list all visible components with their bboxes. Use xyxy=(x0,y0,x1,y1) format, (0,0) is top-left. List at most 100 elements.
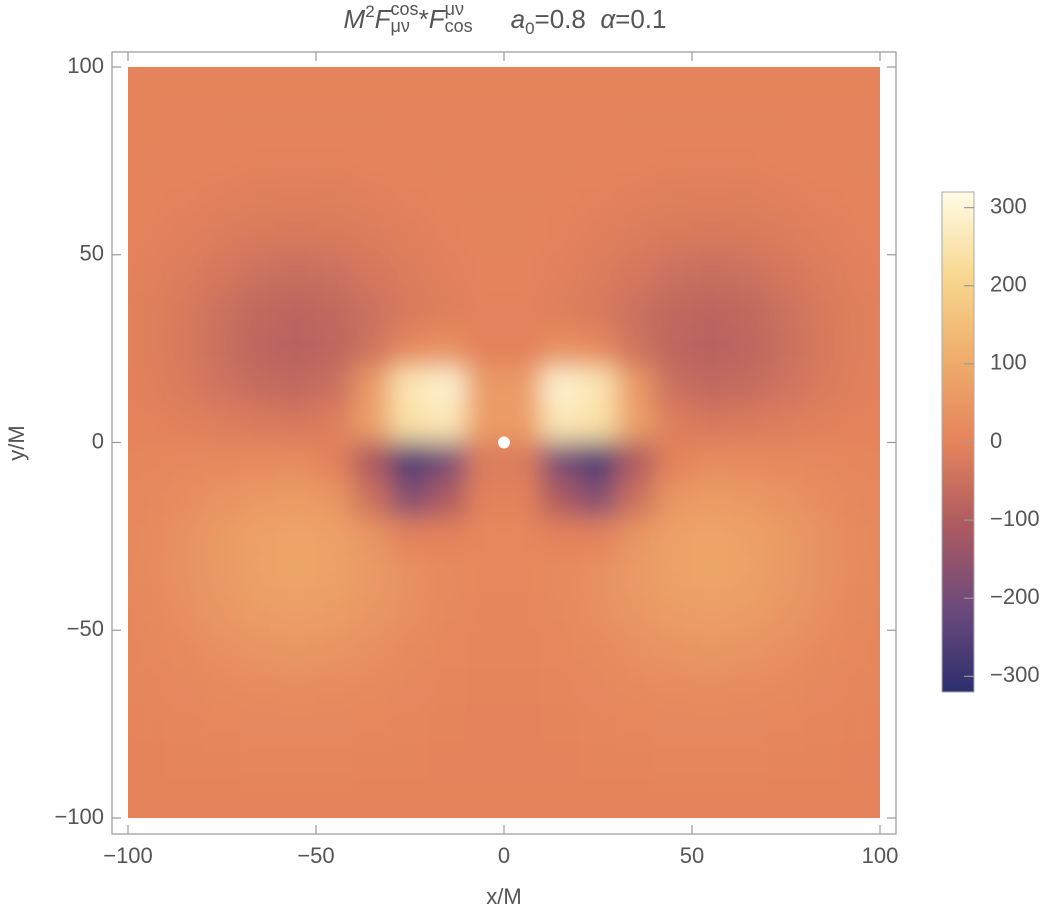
density-cell xyxy=(277,629,317,669)
title-sub: 0 xyxy=(525,19,535,38)
density-cell xyxy=(202,704,242,744)
density-cell xyxy=(165,404,204,443)
colorbar-tick-label: 0 xyxy=(990,428,1002,453)
density-cell xyxy=(240,704,279,744)
density-cell xyxy=(653,517,693,556)
density-cell xyxy=(616,554,655,594)
density-cell xyxy=(165,291,204,331)
density-cell xyxy=(616,291,655,331)
density-cell xyxy=(729,254,768,293)
density-cell xyxy=(390,141,430,181)
density-cell xyxy=(503,291,543,331)
density-cell xyxy=(804,404,843,443)
density-cell xyxy=(503,216,543,256)
density-cell xyxy=(578,779,618,818)
density-cell xyxy=(353,667,392,706)
density-cell xyxy=(128,592,167,631)
chart-title: M2F cos μν *F μν cos a0=0.8 α=0.1 xyxy=(0,0,1010,39)
y-tick-label: 0 xyxy=(92,428,104,453)
density-cell xyxy=(240,592,279,631)
x-tick-label: −50 xyxy=(297,843,334,868)
density-cell xyxy=(390,629,430,669)
density-cell xyxy=(240,104,279,143)
density-cell xyxy=(202,179,242,218)
density-cell xyxy=(578,479,618,519)
density-cell xyxy=(465,104,505,143)
density-cell xyxy=(128,179,167,218)
density-cell xyxy=(841,517,880,556)
density-cell xyxy=(766,404,806,443)
density-cell xyxy=(691,254,731,293)
density-cell xyxy=(465,254,505,293)
title-indices: cos μν xyxy=(391,0,419,35)
density-cell xyxy=(128,366,167,406)
density-cell xyxy=(841,141,880,181)
density-cell xyxy=(766,517,806,556)
density-cell xyxy=(353,554,392,594)
density-cell xyxy=(202,329,242,368)
density-cell xyxy=(729,404,768,443)
density-cell xyxy=(353,517,392,556)
density-cell xyxy=(240,779,279,818)
density-cell xyxy=(578,141,618,181)
density-cell xyxy=(578,517,618,556)
density-cell xyxy=(240,517,279,556)
density-cell xyxy=(653,742,693,781)
density-cell xyxy=(541,442,580,481)
density-cell xyxy=(428,554,467,594)
density-cell xyxy=(202,742,242,781)
density-cell xyxy=(841,779,880,818)
density-cell xyxy=(240,479,279,519)
density-cell xyxy=(353,329,392,368)
density-cell xyxy=(240,179,279,218)
density-cell xyxy=(653,592,693,631)
density-cell xyxy=(653,704,693,744)
density-cell xyxy=(541,104,580,143)
density-cell xyxy=(165,667,204,706)
title-indices: μν cos xyxy=(445,0,473,35)
density-cell xyxy=(315,554,355,594)
density-cell xyxy=(165,254,204,293)
density-cell xyxy=(804,554,843,594)
density-cell xyxy=(541,254,580,293)
density-cell xyxy=(240,141,279,181)
density-cell xyxy=(766,366,806,406)
density-cell xyxy=(240,291,279,331)
density-cell xyxy=(766,479,806,519)
density-cell xyxy=(128,667,167,706)
density-cell xyxy=(277,67,317,106)
density-cell xyxy=(541,404,580,443)
density-field xyxy=(128,67,880,818)
density-cell xyxy=(277,104,317,143)
density-cell xyxy=(240,404,279,443)
density-cell xyxy=(277,554,317,594)
density-cell xyxy=(277,779,317,818)
density-cell xyxy=(465,179,505,218)
density-cell xyxy=(428,629,467,669)
density-cell xyxy=(165,629,204,669)
density-cell xyxy=(128,517,167,556)
density-cell xyxy=(428,141,467,181)
density-cell xyxy=(691,779,731,818)
density-cell xyxy=(202,216,242,256)
density-cell xyxy=(804,291,843,331)
density-cell xyxy=(541,629,580,669)
density-cell xyxy=(616,517,655,556)
density-cell xyxy=(315,366,355,406)
density-cell xyxy=(578,254,618,293)
colorbar-tick-label: 300 xyxy=(990,193,1027,218)
density-cell xyxy=(841,592,880,631)
density-cell xyxy=(578,104,618,143)
density-cell xyxy=(616,629,655,669)
density-cell xyxy=(277,592,317,631)
density-cell xyxy=(353,479,392,519)
density-cell xyxy=(465,704,505,744)
density-cell xyxy=(277,667,317,706)
density-cell xyxy=(465,592,505,631)
density-cell xyxy=(240,667,279,706)
density-cell xyxy=(503,629,543,669)
density-cell xyxy=(766,141,806,181)
title-params: a0=0.8 α=0.1 xyxy=(511,4,667,38)
